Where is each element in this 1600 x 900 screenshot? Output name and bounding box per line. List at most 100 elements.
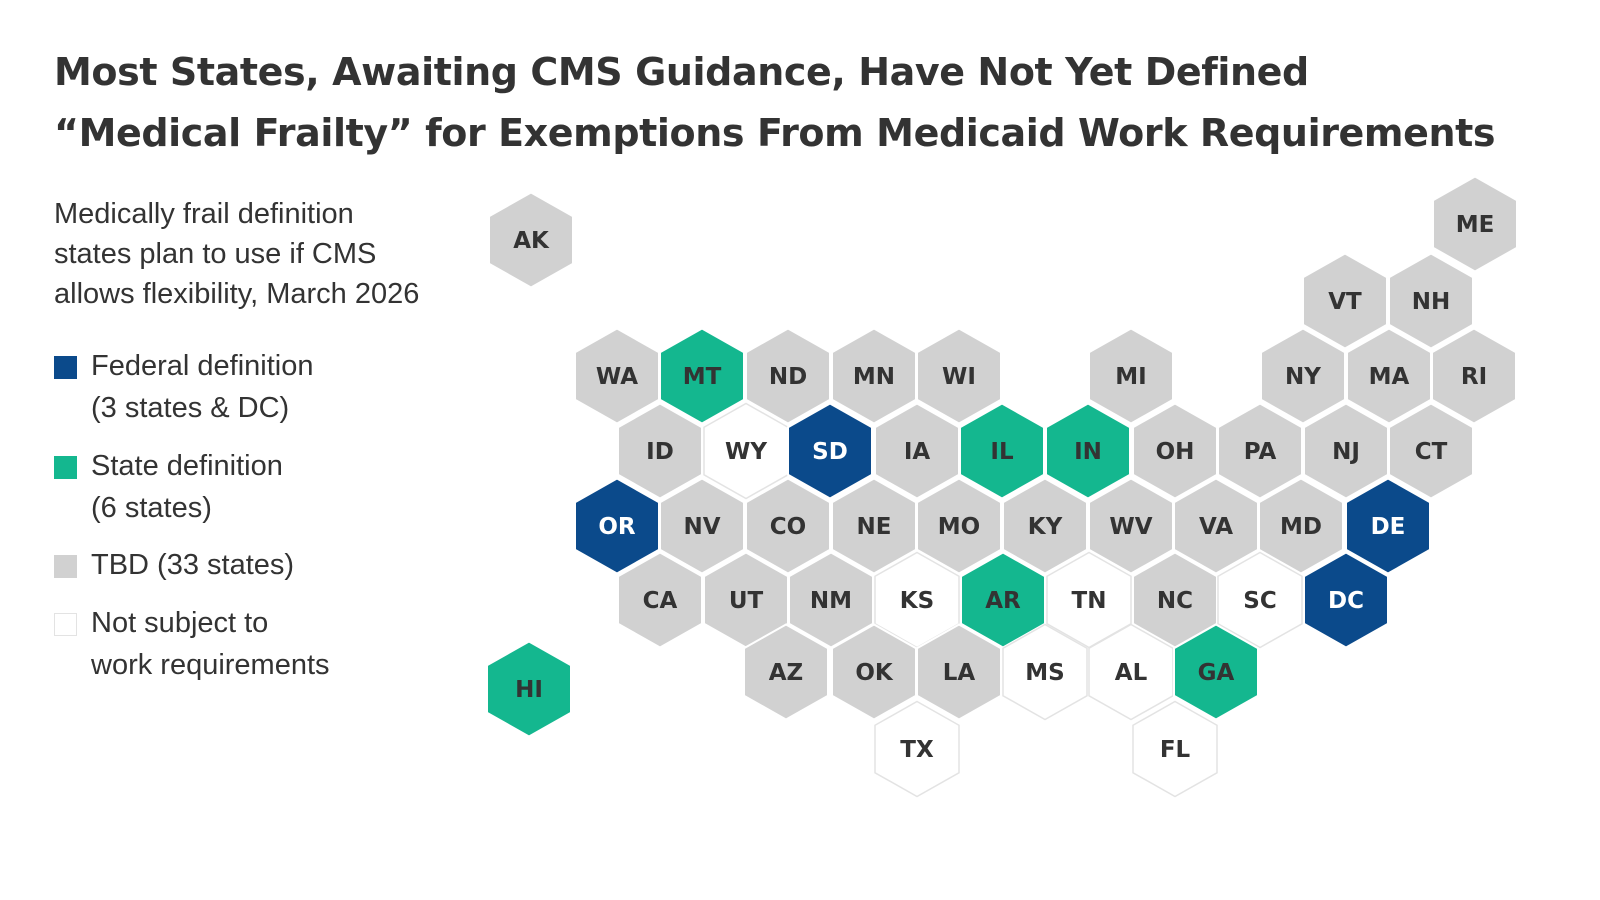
state-tile-md: MD <box>1258 477 1344 575</box>
state-hex-sd <box>787 402 873 500</box>
state-hex-nm <box>788 551 874 649</box>
state-hex-wi <box>916 327 1002 425</box>
state-hex-la <box>916 623 1002 721</box>
state-tile-vt: VT <box>1302 252 1388 350</box>
state-hex-ak <box>488 191 574 289</box>
state-hex-co <box>745 477 831 575</box>
state-hex-ga <box>1173 623 1259 721</box>
state-hex-ny <box>1260 327 1346 425</box>
state-tile-wv: WV <box>1088 477 1174 575</box>
state-label-wa: WA <box>596 364 638 390</box>
state-label-fl: FL <box>1160 737 1191 763</box>
state-tile-tx: TX <box>874 700 960 798</box>
state-label-sd: SD <box>812 439 848 465</box>
subtitle-line-1: Medically frail definition <box>54 198 354 230</box>
state-label-ny: NY <box>1285 364 1321 390</box>
state-tile-sd: SD <box>787 402 873 500</box>
state-label-va: VA <box>1199 514 1233 540</box>
state-label-sc: SC <box>1243 588 1276 614</box>
state-hex-nd <box>745 327 831 425</box>
state-hex-ri <box>1431 327 1517 425</box>
state-label-az: AZ <box>769 660 803 686</box>
legend-swatch-tbd <box>54 555 77 578</box>
state-hex-id <box>617 402 703 500</box>
state-label-la: LA <box>943 660 976 686</box>
state-tile-ia: IA <box>874 402 960 500</box>
state-tile-nv: NV <box>659 477 745 575</box>
state-tile-sc: SC <box>1217 551 1303 649</box>
state-label-mt: MT <box>683 364 722 390</box>
state-label-tn: TN <box>1072 588 1107 614</box>
state-label-ga: GA <box>1198 660 1235 686</box>
state-label-mo: MO <box>938 514 980 540</box>
state-tile-ca: CA <box>617 551 703 649</box>
state-label-il: IL <box>990 439 1014 465</box>
state-label-nj: NJ <box>1332 439 1360 465</box>
state-label-nv: NV <box>683 514 720 540</box>
state-tile-mi: MI <box>1088 327 1174 425</box>
state-label-al: AL <box>1115 660 1148 686</box>
chart-title-line-2: “Medical Frailty” for Exemptions From Me… <box>54 111 1496 155</box>
state-hex-nv <box>659 477 745 575</box>
state-tile-de: DE <box>1345 477 1431 575</box>
state-label-de: DE <box>1371 514 1406 540</box>
state-label-oh: OH <box>1156 439 1195 465</box>
legend-swatch-not-subject <box>54 613 77 636</box>
state-hex-il <box>959 402 1045 500</box>
state-label-ri: RI <box>1461 364 1487 390</box>
state-hex-ca <box>617 551 703 649</box>
state-hex-me <box>1432 175 1518 273</box>
legend-sublabel-not-subject: work requirements <box>91 649 330 681</box>
state-tile-mo: MO <box>916 477 1002 575</box>
state-tile-ok: OK <box>831 623 917 721</box>
state-tile-nh: NH <box>1388 252 1474 350</box>
state-label-hi: HI <box>515 677 543 703</box>
legend-sublabel-federal: (3 states & DC) <box>91 392 290 424</box>
state-tile-co: CO <box>745 477 831 575</box>
state-label-me: ME <box>1456 212 1495 238</box>
subtitle-line-2: states plan to use if CMS <box>54 238 377 270</box>
chart-title-line-1: Most States, Awaiting CMS Guidance, Have… <box>54 50 1309 94</box>
state-label-co: CO <box>770 514 806 540</box>
state-label-mn: MN <box>853 364 895 390</box>
state-hex-ky <box>1002 477 1088 575</box>
state-tile-ny: NY <box>1260 327 1346 425</box>
chart-title: Most States, Awaiting CMS Guidance, Have… <box>54 42 1554 164</box>
state-tile-hi: HI <box>486 640 572 738</box>
state-hex-ct <box>1388 402 1474 500</box>
state-tile-nm: NM <box>788 551 874 649</box>
state-label-ne: NE <box>857 514 892 540</box>
state-label-ms: MS <box>1025 660 1064 686</box>
state-label-tx: TX <box>900 737 934 763</box>
state-tile-ct: CT <box>1388 402 1474 500</box>
state-label-id: ID <box>646 439 674 465</box>
legend-label-state: State definition <box>91 450 283 482</box>
state-tile-id: ID <box>617 402 703 500</box>
state-tile-nd: ND <box>745 327 831 425</box>
state-tile-nj: NJ <box>1303 402 1389 500</box>
state-tile-il: IL <box>959 402 1045 500</box>
state-tile-ri: RI <box>1431 327 1517 425</box>
state-tile-wy: WY <box>703 402 789 500</box>
state-label-ma: MA <box>1369 364 1410 390</box>
state-hex-mi <box>1088 327 1174 425</box>
state-label-nc: NC <box>1157 588 1193 614</box>
state-tile-mn: MN <box>831 327 917 425</box>
subtitle-line-3: allows flexibility, March 2026 <box>54 278 420 310</box>
state-label-pa: PA <box>1244 439 1277 465</box>
state-tile-ky: KY <box>1002 477 1088 575</box>
state-tile-ma: MA <box>1346 327 1432 425</box>
state-tile-ut: UT <box>703 551 789 649</box>
state-label-nh: NH <box>1412 289 1451 315</box>
state-tile-wi: WI <box>916 327 1002 425</box>
state-hex-hi <box>486 640 572 738</box>
state-tile-va: VA <box>1173 477 1259 575</box>
legend-sublabel-state: (6 states) <box>91 492 212 524</box>
state-label-ct: CT <box>1415 439 1448 465</box>
legend-label-not-subject: Not subject to <box>91 607 269 639</box>
state-tile-me: ME <box>1432 175 1518 273</box>
state-hex-mo <box>916 477 1002 575</box>
state-label-dc: DC <box>1328 588 1364 614</box>
state-label-ar: AR <box>985 588 1021 614</box>
